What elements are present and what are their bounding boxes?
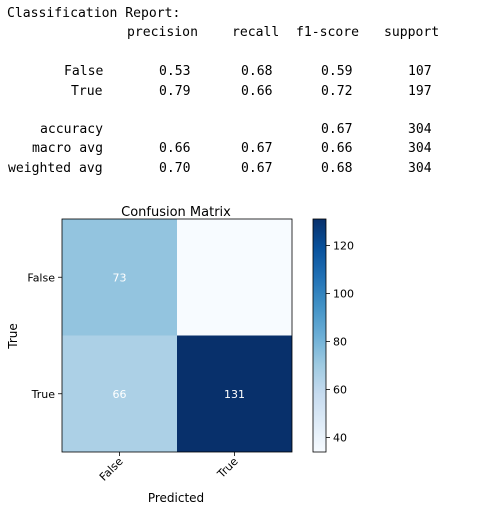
cell-value-label: 131 <box>224 388 245 401</box>
colorbar <box>312 218 327 453</box>
y-tick-label: True <box>31 388 56 401</box>
colorbar-tick-label: 100 <box>333 287 354 300</box>
f1-value: 0.66 <box>321 141 353 156</box>
support-value: 197 <box>408 84 432 99</box>
f1-value: 0.72 <box>321 84 353 99</box>
recall-value: 0.67 <box>241 141 273 156</box>
x-tick-label: True <box>214 455 241 482</box>
colorbar-tick-label: 120 <box>333 239 354 252</box>
matrix-cell <box>177 219 292 336</box>
report-heading: Classification Report: <box>7 6 181 21</box>
col-header-precision: precision <box>127 25 198 40</box>
precision-value: 0.79 <box>159 84 191 99</box>
recall-value: 0.67 <box>241 161 273 176</box>
f1-value: 0.59 <box>321 64 353 79</box>
col-header-f1: f1-score <box>296 25 360 40</box>
row-label: accuracy <box>40 122 104 137</box>
colorbar-tick-label: 80 <box>333 336 347 349</box>
matrix-cell <box>177 335 292 452</box>
classification-report: Classification Report: precision recall … <box>7 4 439 176</box>
x-tick-label: False <box>97 455 126 484</box>
confusion-matrix-chart: Confusion Matrix 73 34 66 131 False True Fals… <box>6 205 354 505</box>
chart-title: Confusion Matrix <box>121 205 231 220</box>
cell-value-label: 66 <box>113 388 127 401</box>
precision-value: 0.70 <box>159 161 191 176</box>
support-value: 107 <box>408 64 432 79</box>
row-label: True <box>71 84 103 99</box>
matrix-frame <box>61 218 293 453</box>
col-header-recall: recall <box>232 25 280 40</box>
f1-value: 0.68 <box>321 161 353 176</box>
colorbar-tick-label: 60 <box>333 384 347 397</box>
f1-value: 0.67 <box>321 122 353 137</box>
colorbar-tick-label: 40 <box>333 432 347 445</box>
x-axis-label: Predicted <box>148 491 204 505</box>
support-value: 304 <box>408 161 432 176</box>
matrix-cell <box>62 335 177 452</box>
cell-value-label: 73 <box>113 271 127 284</box>
precision-value: 0.66 <box>159 141 191 156</box>
y-axis-label: True <box>6 323 20 350</box>
precision-value: 0.53 <box>159 64 191 79</box>
row-label: macro avg <box>32 141 103 156</box>
cell-value-label: 34 <box>228 271 242 284</box>
support-value: 304 <box>408 141 432 156</box>
matrix-cell <box>62 219 177 336</box>
col-header-support: support <box>384 25 440 40</box>
recall-value: 0.66 <box>241 84 273 99</box>
row-label: weighted avg <box>8 161 103 176</box>
recall-value: 0.68 <box>241 64 273 79</box>
y-tick-label: False <box>27 271 55 284</box>
row-label: False <box>64 64 104 79</box>
support-value: 304 <box>408 122 432 137</box>
